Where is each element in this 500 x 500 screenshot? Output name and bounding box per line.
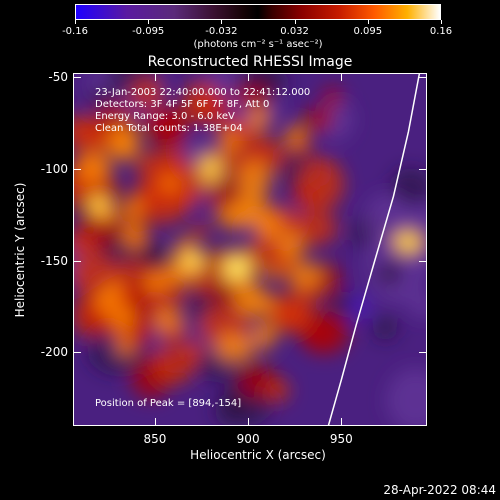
intensity-blob — [326, 289, 357, 318]
intensity-blob — [236, 160, 272, 198]
intensity-blob — [73, 230, 98, 255]
x-tick — [154, 418, 156, 426]
intensity-blob — [302, 107, 334, 133]
colorbar-tick-label: -0.16 — [62, 26, 88, 37]
intensity-blob — [116, 335, 134, 357]
intensity-blob — [269, 302, 312, 333]
y-axis-label: Heliocentric Y (arcsec) — [13, 182, 27, 318]
intensity-blob — [390, 167, 427, 208]
intensity-blob — [386, 368, 427, 426]
intensity-blob — [299, 310, 350, 355]
colorbar-tick — [367, 20, 369, 24]
y-tick — [73, 76, 81, 78]
intensity-blob — [73, 114, 92, 150]
solar-limb-curve — [327, 73, 421, 426]
y-tick-label: -50 — [48, 69, 68, 84]
intensity-blob — [154, 308, 182, 332]
colorbar-tick — [148, 20, 150, 24]
chart-title: Reconstructed RHESSI Image — [147, 54, 353, 70]
intensity-blob — [143, 272, 171, 293]
intensity-blob — [228, 258, 246, 277]
colorbar-tick-label: -0.095 — [132, 26, 165, 37]
colorbar-tick — [221, 20, 223, 24]
y-tick — [419, 168, 427, 170]
x-tick — [341, 73, 343, 81]
colorbar-unit-label: (photons cm⁻² s⁻¹ asec⁻²) — [193, 39, 323, 50]
intensity-blob — [408, 293, 427, 318]
intensity-blob — [252, 320, 277, 350]
intensity-blob — [288, 261, 324, 290]
intensity-blob — [116, 134, 139, 159]
y-tick-label: -200 — [40, 345, 68, 360]
colorbar-tick-label: 0.095 — [353, 26, 383, 37]
intensity-blob — [233, 281, 265, 316]
colorbar-gradient — [76, 5, 440, 19]
intensity-blob — [285, 124, 306, 149]
intensity-blob — [372, 315, 399, 341]
intensity-blob — [295, 157, 344, 212]
intensity-blob — [264, 267, 281, 281]
footer-date: 28-Apr-2022 08:44 — [383, 483, 496, 497]
x-tick — [248, 418, 250, 426]
energy-range-text: Energy Range: 3.0 - 6.0 keV — [95, 111, 235, 122]
intensity-blob — [182, 80, 221, 123]
y-tick — [73, 352, 81, 354]
intensity-blob — [121, 197, 144, 220]
intensity-blob — [318, 98, 354, 141]
y-tick-label: -100 — [40, 161, 68, 176]
x-tick-label: 850 — [143, 432, 167, 446]
intensity-blob — [232, 86, 254, 105]
intensity-blob — [76, 151, 112, 184]
intensity-blob — [375, 260, 404, 288]
detectors-text: Detectors: 3F 4F 5F 6F 7F 8F, Att 0 — [95, 99, 270, 110]
intensity-blob — [189, 223, 210, 239]
method-counts-text: Clean Total counts: 1.38E+04 — [95, 123, 243, 134]
colorbar-tick — [75, 20, 76, 24]
x-axis-label: Heliocentric X (arcsec) — [190, 448, 326, 462]
y-tick-label: -150 — [40, 253, 68, 268]
y-tick — [73, 168, 81, 170]
intensity-blob — [191, 270, 216, 296]
intensity-blob — [152, 344, 195, 385]
intensity-blob — [129, 77, 164, 109]
colorbar — [75, 4, 441, 20]
intensity-blob — [247, 106, 271, 131]
intensity-blob — [402, 236, 415, 249]
intensity-blob — [104, 281, 124, 297]
intensity-blob — [218, 131, 241, 153]
x-tick-label: 950 — [329, 432, 353, 446]
x-tick — [154, 73, 156, 81]
intensity-blob — [322, 86, 343, 109]
y-tick — [73, 260, 81, 262]
colorbar-tick — [441, 20, 442, 24]
intensity-blob — [109, 303, 136, 334]
x-tick — [341, 418, 343, 426]
intensity-blob — [197, 351, 229, 381]
intensity-blob — [349, 293, 370, 320]
intensity-blob — [265, 379, 290, 402]
x-tick-label: 900 — [236, 432, 260, 446]
intensity-blob — [206, 163, 216, 175]
intensity-blob — [94, 200, 104, 211]
intensity-blob — [121, 221, 147, 250]
colorbar-tick-label: -0.032 — [205, 26, 238, 37]
intensity-blob — [256, 211, 283, 241]
intensity-blob — [217, 202, 252, 230]
image-plot — [73, 73, 427, 426]
x-tick — [248, 73, 250, 81]
intensity-blob — [186, 254, 199, 267]
intensity-blob — [161, 176, 180, 191]
colorbar-tick-label: 0.16 — [429, 26, 453, 37]
y-tick — [419, 260, 427, 262]
y-tick — [419, 76, 427, 78]
y-tick — [419, 352, 427, 354]
colorbar-tick-label: 0.032 — [280, 26, 309, 37]
peak-position-text: Position of Peak = [894,-154] — [95, 398, 242, 409]
intensity-blob — [140, 108, 183, 140]
time-range-text: 23-Jan-2003 22:40:00.000 to 22:41:12.000 — [95, 87, 311, 98]
intensity-blob — [278, 230, 305, 262]
colorbar-tick — [294, 20, 296, 24]
intensity-blob — [215, 332, 251, 363]
